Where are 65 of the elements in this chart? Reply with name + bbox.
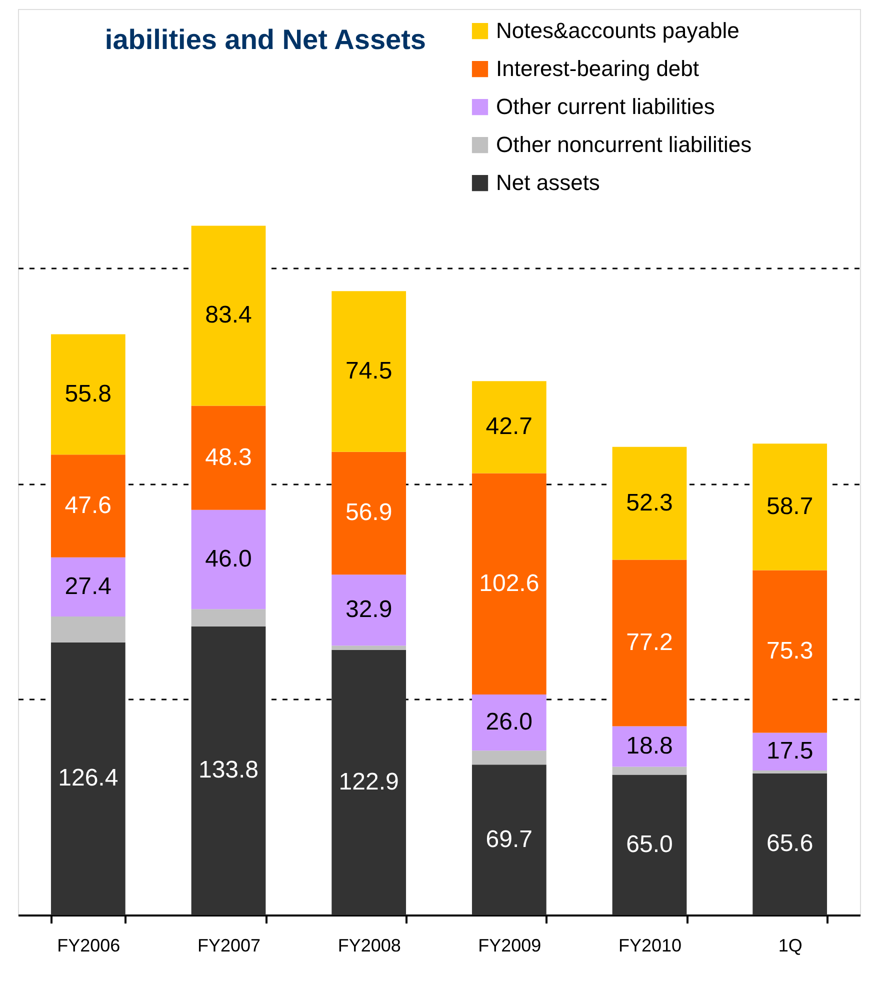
bar [191,626,266,915]
bar [612,766,687,775]
data-label: 56.9 [345,499,392,526]
data-label: 75.3 [766,638,814,665]
bar [752,570,828,733]
x-tick-label: 1Q [778,936,802,956]
bar [191,609,266,626]
data-label: 46.0 [205,546,252,573]
bar [472,750,546,765]
data-label: 122.9 [338,768,399,796]
data-label: 74.5 [345,358,392,385]
data-label: 65.6 [766,830,814,858]
data-label: 17.5 [766,738,814,765]
data-label: 48.3 [205,444,252,471]
x-tick-label: FY2006 [57,936,120,956]
bar [50,557,126,616]
data-label: 77.2 [626,628,673,656]
data-label: 69.7 [486,826,533,853]
data-label: 18.8 [626,732,673,760]
legend-label: Notes&accounts payable [496,18,740,43]
data-label: 83.4 [205,302,252,329]
bar [612,446,687,560]
bar [752,770,828,774]
bar [332,574,406,646]
bar [752,732,828,770]
bar [332,646,406,650]
data-label: 52.3 [626,489,673,516]
bar [50,642,126,915]
x-tick-label: FY2008 [338,936,401,956]
legend-label: Interest-bearing debt [496,56,700,81]
bar [332,291,406,452]
bar [612,774,687,915]
x-tick-label: FY2010 [618,936,682,956]
bar [191,510,266,610]
bar [191,226,266,406]
data-label: 102.6 [479,570,540,597]
bar [472,694,546,751]
bar [472,764,546,915]
data-label: 133.8 [198,756,259,784]
x-tick-label: FY2007 [197,936,261,956]
bar [332,452,406,575]
bar [472,473,546,695]
data-label: 47.6 [64,492,112,520]
bar [332,650,406,915]
legend-label: Other current liabilities [496,94,715,119]
data-label: 42.7 [486,413,533,440]
data-label: 26.0 [486,708,533,736]
legend-label: Net assets [496,170,600,195]
bar [752,773,828,915]
data-label: 65.0 [626,830,673,858]
bar [50,334,126,455]
bar [472,381,546,474]
data-label: 27.4 [64,572,112,600]
text: iabilities and Net Assets [104,24,426,55]
bar [612,560,687,726]
x-tick-label: FY2009 [478,936,542,956]
data-label: 55.8 [64,380,112,408]
data-label: 126.4 [58,764,118,792]
legend-label: Other noncurrent liabilities [496,132,752,157]
bar [50,454,126,558]
bar [752,444,828,570]
data-label: 32.9 [345,596,392,624]
data-label: 58.7 [766,492,814,520]
bar [50,616,126,642]
bar [191,406,266,510]
